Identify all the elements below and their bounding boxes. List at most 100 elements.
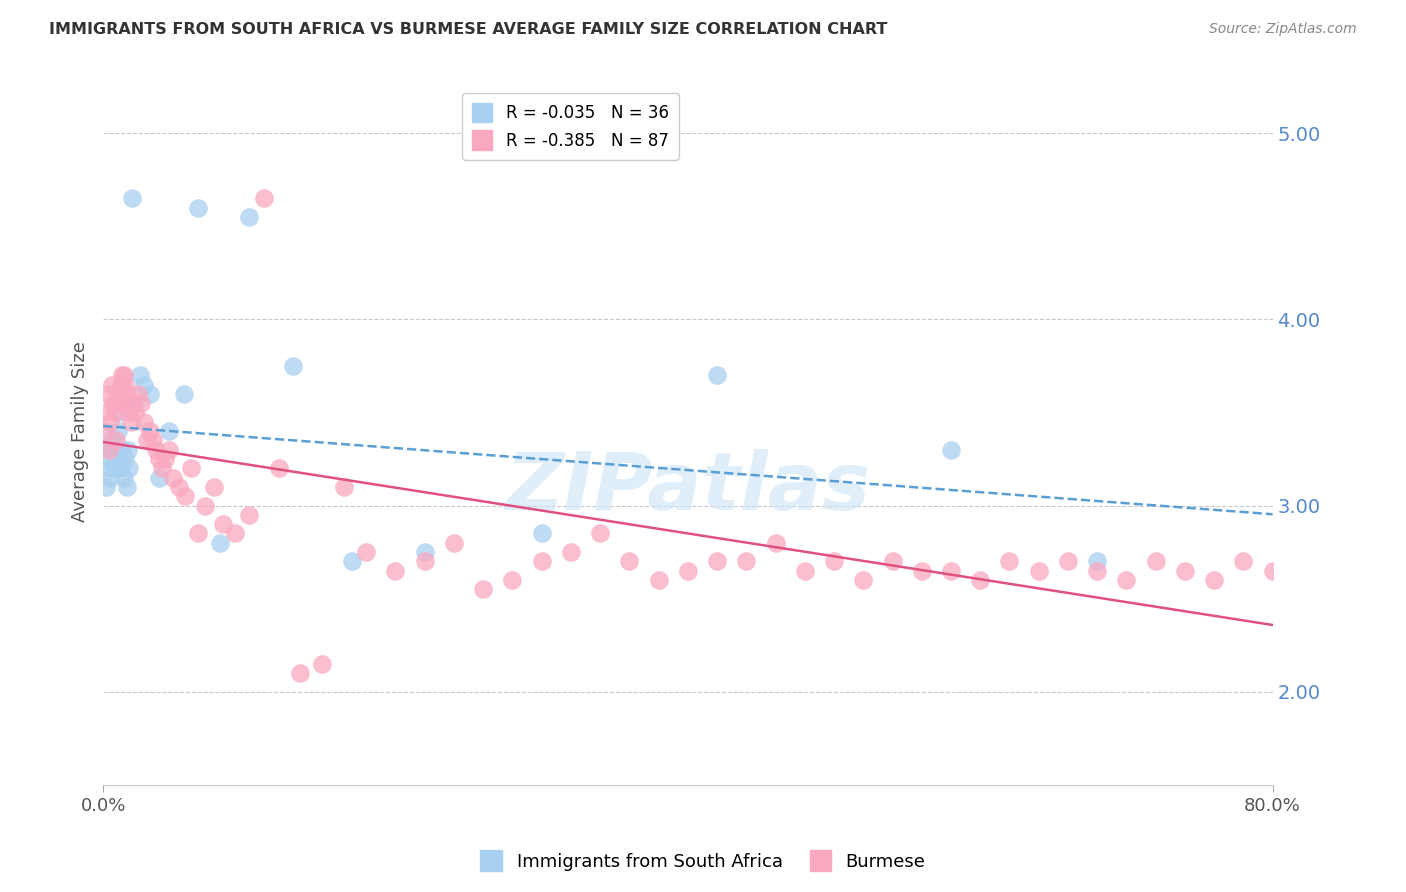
Point <box>212 517 235 532</box>
Point <box>129 396 152 410</box>
Point <box>121 191 143 205</box>
Point <box>1028 564 1050 578</box>
Point <box>187 526 209 541</box>
Point <box>104 405 127 419</box>
Point <box>139 424 162 438</box>
Point <box>98 461 121 475</box>
Point <box>911 564 934 578</box>
Point <box>96 442 118 457</box>
Point <box>1085 564 1108 578</box>
Y-axis label: Average Family Size: Average Family Size <box>72 341 89 522</box>
Point <box>589 526 612 541</box>
Point <box>121 396 143 410</box>
Point <box>443 535 465 549</box>
Point <box>187 201 209 215</box>
Point <box>148 470 170 484</box>
Point <box>413 545 436 559</box>
Point <box>101 434 124 448</box>
Point <box>706 554 728 568</box>
Point <box>108 387 131 401</box>
Point <box>105 452 128 467</box>
Point <box>103 396 125 410</box>
Point <box>238 210 260 224</box>
Point <box>882 554 904 568</box>
Point <box>283 359 305 373</box>
Point <box>93 424 115 438</box>
Point <box>150 461 173 475</box>
Point <box>501 573 523 587</box>
Text: ZIPatlas: ZIPatlas <box>505 449 870 526</box>
Point <box>823 554 845 568</box>
Point <box>100 415 122 429</box>
Point <box>530 526 553 541</box>
Point <box>127 387 149 401</box>
Text: IMMIGRANTS FROM SOUTH AFRICA VS BURMESE AVERAGE FAMILY SIZE CORRELATION CHART: IMMIGRANTS FROM SOUTH AFRICA VS BURMESE … <box>49 22 887 37</box>
Point <box>112 368 135 383</box>
Point <box>1144 554 1167 568</box>
Point <box>238 508 260 522</box>
Point <box>1174 564 1197 578</box>
Point <box>136 434 159 448</box>
Point <box>180 461 202 475</box>
Point <box>173 387 195 401</box>
Point <box>112 470 135 484</box>
Point <box>118 461 141 475</box>
Point <box>107 396 129 410</box>
Point <box>101 377 124 392</box>
Point <box>1261 564 1284 578</box>
Point <box>115 387 138 401</box>
Point <box>111 368 134 383</box>
Point <box>120 415 142 429</box>
Point <box>340 554 363 568</box>
Point <box>148 452 170 467</box>
Point <box>472 582 495 597</box>
Point <box>118 405 141 419</box>
Point <box>939 564 962 578</box>
Point <box>111 442 134 457</box>
Point <box>1204 573 1226 587</box>
Point <box>224 526 246 541</box>
Point <box>153 452 176 467</box>
Point <box>174 489 197 503</box>
Point <box>333 480 356 494</box>
Point <box>647 573 669 587</box>
Point <box>311 657 333 671</box>
Point <box>560 545 582 559</box>
Point <box>1057 554 1080 568</box>
Point <box>1085 554 1108 568</box>
Point <box>162 470 184 484</box>
Point <box>107 424 129 438</box>
Point <box>969 573 991 587</box>
Point <box>354 545 377 559</box>
Point <box>98 442 121 457</box>
Point <box>142 434 165 448</box>
Point <box>793 564 815 578</box>
Point <box>100 470 122 484</box>
Text: Source: ZipAtlas.com: Source: ZipAtlas.com <box>1209 22 1357 37</box>
Point <box>117 396 139 410</box>
Point <box>267 461 290 475</box>
Point <box>93 452 115 467</box>
Point <box>114 377 136 392</box>
Point <box>1232 554 1254 568</box>
Point <box>94 405 117 419</box>
Point <box>124 405 146 419</box>
Point <box>96 387 118 401</box>
Point <box>94 480 117 494</box>
Point <box>852 573 875 587</box>
Point <box>115 480 138 494</box>
Point <box>530 554 553 568</box>
Point <box>202 480 225 494</box>
Point <box>105 434 128 448</box>
Point <box>108 405 131 419</box>
Point <box>132 377 155 392</box>
Point <box>619 554 641 568</box>
Point <box>253 191 276 205</box>
Point <box>735 554 758 568</box>
Point <box>209 535 232 549</box>
Point <box>167 480 190 494</box>
Point <box>157 424 180 438</box>
Point <box>384 564 406 578</box>
Point <box>104 461 127 475</box>
Legend: Immigrants from South Africa, Burmese: Immigrants from South Africa, Burmese <box>474 843 932 879</box>
